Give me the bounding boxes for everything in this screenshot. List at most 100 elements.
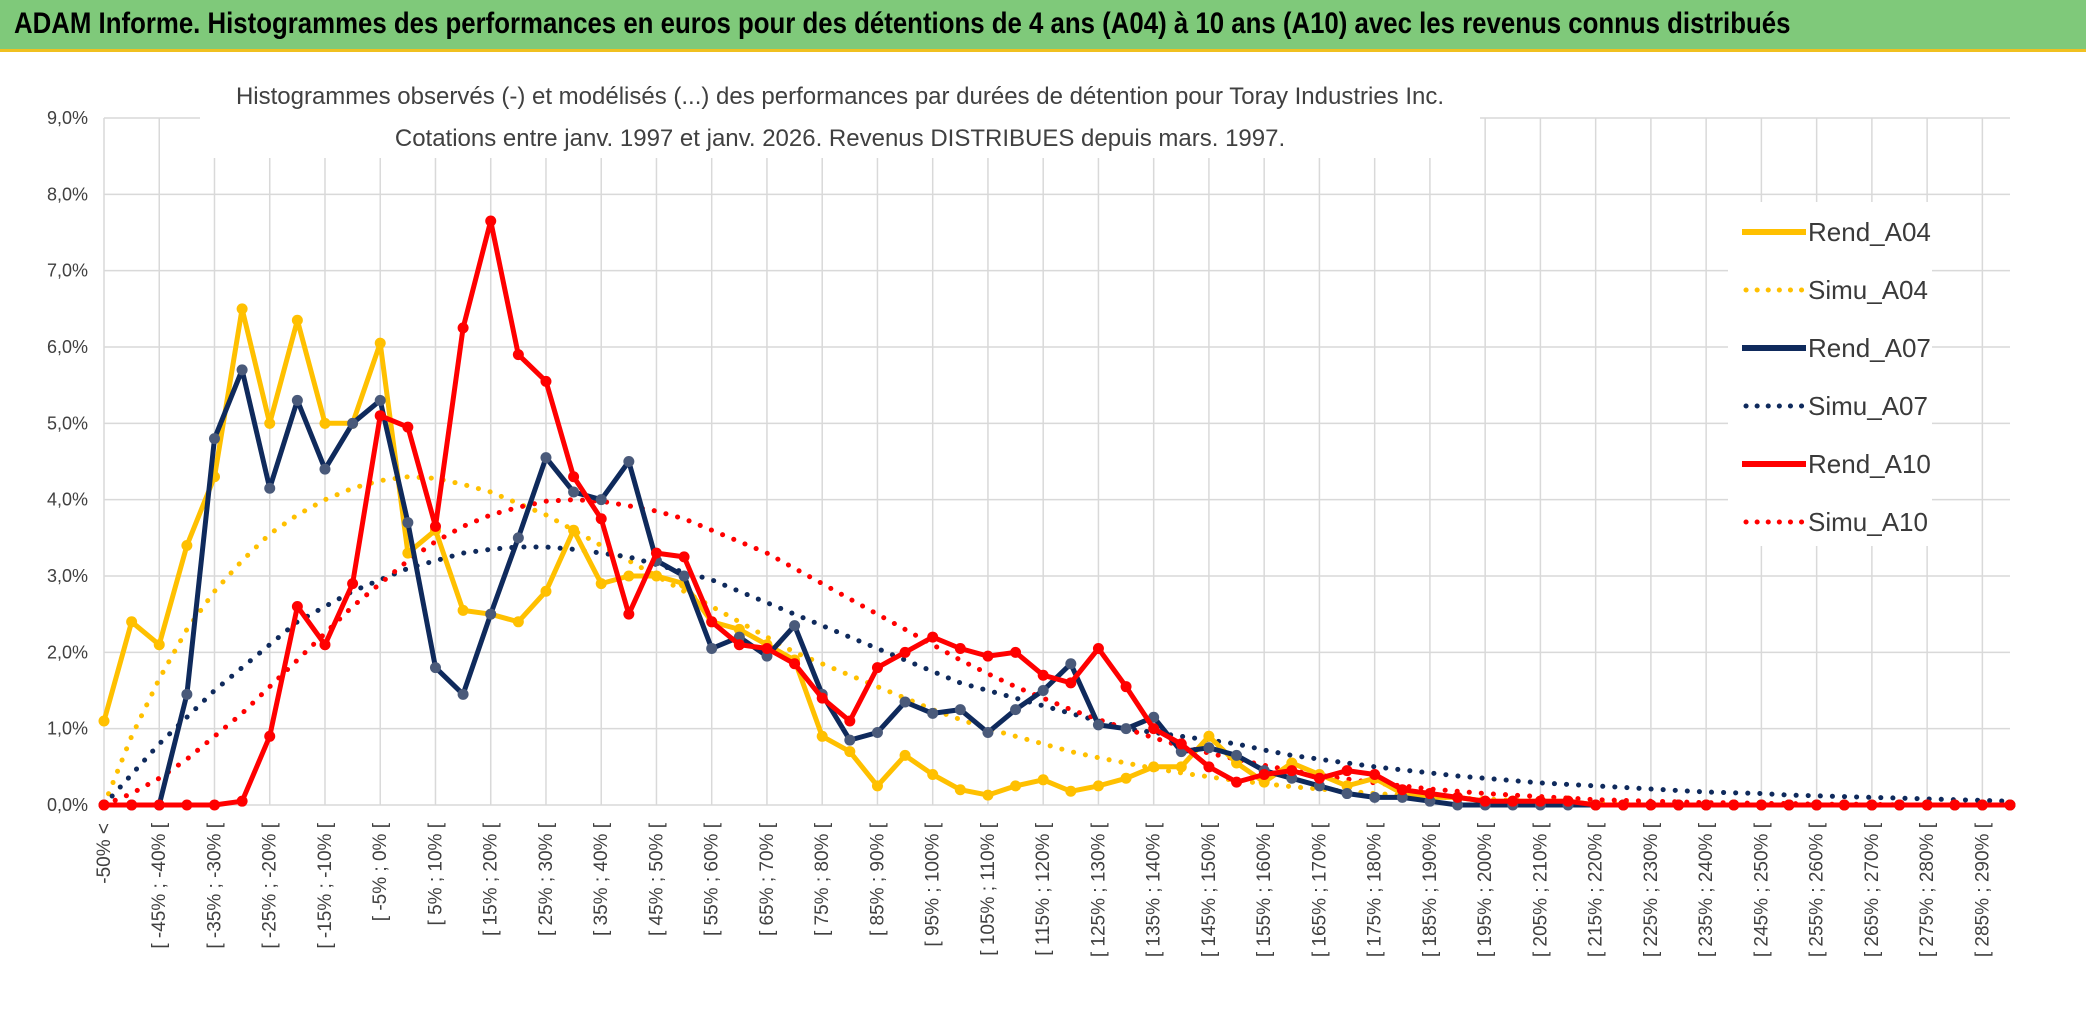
data-point — [678, 570, 690, 582]
data-point — [1452, 799, 1464, 811]
series-Rend_A07 — [98, 364, 2016, 811]
data-point — [1313, 772, 1325, 784]
data-point — [374, 410, 386, 422]
x-tick-label: [ 115% ; 120% [ — [1033, 822, 1054, 955]
data-point — [1507, 795, 1519, 807]
data-point — [789, 620, 801, 632]
data-point — [1203, 730, 1215, 742]
data-point — [595, 578, 607, 590]
data-point — [208, 799, 220, 811]
data-point — [1921, 799, 1933, 811]
data-point — [927, 631, 939, 643]
data-point — [457, 604, 469, 616]
data-point — [789, 658, 801, 670]
data-point — [1866, 799, 1878, 811]
data-point — [954, 643, 966, 655]
series-Rend_A10 — [98, 215, 2016, 811]
data-point — [1286, 765, 1298, 777]
data-point — [347, 417, 359, 429]
data-point — [954, 704, 966, 716]
data-point — [761, 650, 773, 662]
data-point — [982, 726, 994, 738]
data-point — [540, 452, 552, 464]
x-tick-label: [ 255% ; 260% [ — [1807, 822, 1828, 957]
data-point — [402, 547, 414, 559]
data-point — [485, 608, 497, 620]
y-tick-label: 9,0% — [47, 108, 88, 128]
data-point — [181, 688, 193, 700]
data-point — [126, 799, 138, 811]
data-point — [595, 513, 607, 525]
data-point — [1203, 742, 1215, 754]
data-point — [899, 749, 911, 761]
data-point — [871, 726, 883, 738]
data-point — [1010, 780, 1022, 792]
x-tick-label: [ 35% ; 40% [ — [591, 822, 612, 936]
data-point — [568, 524, 580, 536]
data-point — [126, 616, 138, 628]
data-point — [844, 715, 856, 727]
data-point — [1811, 799, 1823, 811]
y-axis-ticks: 0,0% 1,0% 2,0% 3,0% 4,0% 5,0% 6,0% 7,0% 8,0% 9,0% — [47, 108, 88, 815]
data-point — [1534, 795, 1546, 807]
data-point — [540, 585, 552, 597]
data-point — [1673, 799, 1685, 811]
x-tick-label: [ 205% ; 210% [ — [1530, 822, 1551, 957]
legend-entry: Simu_A10 — [1743, 507, 1928, 537]
data-point — [568, 471, 580, 483]
data-point — [181, 539, 193, 551]
x-tick-label: [ 235% ; 240% [ — [1696, 822, 1717, 957]
x-tick-label: [ 195% ; 200% [ — [1475, 822, 1496, 957]
data-point — [927, 707, 939, 719]
legend-background — [1728, 202, 1932, 546]
x-tick-label: [ -45% ; -40% [ — [149, 822, 170, 948]
x-tick-label: [ -5% ; 0% [ — [370, 822, 391, 921]
data-point — [899, 646, 911, 658]
data-point — [1755, 799, 1767, 811]
y-tick-label: 6,0% — [47, 337, 88, 357]
series-lines — [98, 215, 2016, 811]
data-point — [954, 784, 966, 796]
x-tick-label: [ -25% ; -20% [ — [260, 822, 281, 948]
x-tick-label: [ 85% ; 90% [ — [867, 822, 888, 936]
legend-label: Rend_A04 — [1808, 217, 1931, 247]
x-tick-label: -50% < — [94, 823, 115, 884]
x-tick-label: [ 155% ; 160% [ — [1254, 822, 1275, 957]
y-tick-label: 2,0% — [47, 642, 88, 662]
data-point — [347, 578, 359, 590]
data-point — [1231, 757, 1243, 769]
data-point — [402, 517, 414, 529]
x-tick-label: [ 225% ; 230% [ — [1641, 822, 1662, 957]
x-tick-label: [ 245% ; 250% [ — [1751, 822, 1772, 957]
data-point — [319, 463, 331, 475]
data-point — [540, 375, 552, 387]
legend-label: Simu_A10 — [1808, 507, 1928, 537]
data-point — [1341, 788, 1353, 800]
legend: Rend_A04 Simu_A04 Rend_A07 Simu_A07 Rend_A10… — [1728, 202, 1932, 546]
series-line — [101, 306, 2010, 808]
legend-label: Simu_A07 — [1808, 391, 1928, 421]
data-point — [429, 662, 441, 674]
legend-label: Rend_A10 — [1808, 449, 1931, 479]
data-point — [1452, 791, 1464, 803]
data-point — [291, 314, 303, 326]
data-point — [1010, 646, 1022, 658]
data-point — [153, 639, 165, 651]
chart-title-line-1: Histogrammes observés (-) et modélisés (… — [236, 83, 1444, 110]
data-point — [1120, 681, 1132, 693]
x-tick-label: [ 265% ; 270% [ — [1862, 822, 1883, 957]
data-point — [871, 662, 883, 674]
x-tick-label: [ 125% ; 130% [ — [1088, 822, 1109, 957]
chart-title-line-2: Cotations entre janv. 1997 et janv. 2026… — [395, 125, 1285, 152]
data-point — [1838, 799, 1850, 811]
data-point — [1728, 799, 1740, 811]
report-title: ADAM Informe. Histogrammes des performan… — [14, 7, 1791, 40]
data-point — [1092, 780, 1104, 792]
data-point — [153, 799, 165, 811]
legend-entry: Rend_A04 — [1742, 217, 1931, 247]
data-point — [899, 696, 911, 708]
data-point — [1313, 780, 1325, 792]
x-tick-label: [ 135% ; 140% [ — [1144, 822, 1165, 957]
data-point — [319, 417, 331, 429]
